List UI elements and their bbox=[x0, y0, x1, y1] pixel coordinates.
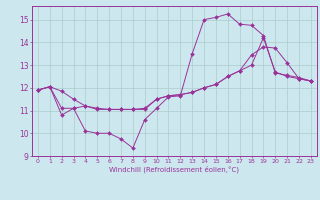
X-axis label: Windchill (Refroidissement éolien,°C): Windchill (Refroidissement éolien,°C) bbox=[109, 166, 239, 173]
